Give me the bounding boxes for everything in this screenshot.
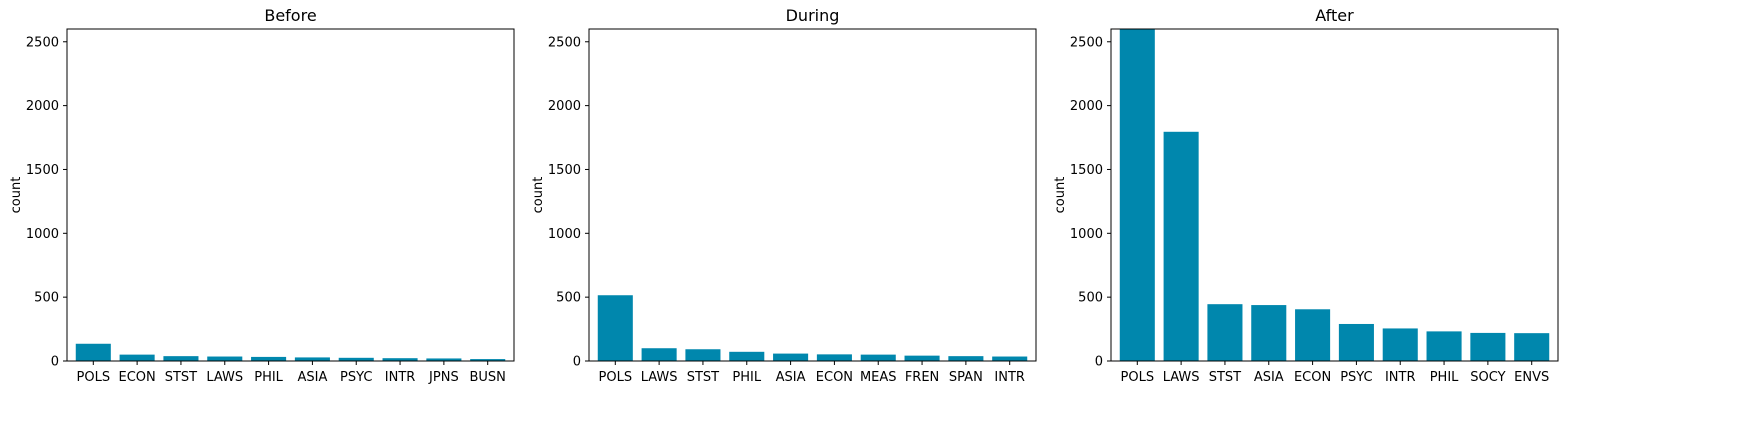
- x-tick-label: ECON: [1294, 370, 1331, 385]
- x-tick-label: INTR: [385, 370, 416, 385]
- x-tick-label: BUSN: [469, 370, 505, 385]
- x-tick-label: SOCY: [1470, 370, 1505, 385]
- y-tick-label: 2000: [1070, 99, 1103, 114]
- bar-stst: [163, 356, 199, 361]
- x-tick-label: POLS: [77, 370, 111, 385]
- y-tick-label: 2000: [548, 99, 581, 114]
- bar-intr: [992, 356, 1028, 361]
- plot-frame: [588, 28, 1037, 362]
- y-tick-label: 1000: [548, 227, 581, 242]
- panel-during: POLS LAWS STST PHIL ASIA ECON MEAS FREN SPAN INTR…: [531, 6, 1037, 385]
- x-tick-label: POLS: [1121, 370, 1155, 385]
- y-tick-label: 500: [34, 291, 59, 306]
- y-tick-label: 0: [1095, 355, 1103, 370]
- bar-jpns: [426, 358, 462, 361]
- x-tick-label: SPAN: [949, 370, 983, 385]
- x-tick-label: LAWS: [641, 370, 678, 385]
- y-axis-label: count: [1053, 177, 1068, 214]
- bars: [597, 295, 1028, 361]
- y-tick-label: 2000: [26, 99, 59, 114]
- x-tick-label: PSYC: [1340, 370, 1372, 385]
- bar-meas: [860, 354, 896, 361]
- panel-before: POLS ECON STST LAWS PHIL ASIA PSYC INTR JPNS BUSN…: [9, 6, 515, 385]
- y-tick-label: 2500: [1070, 35, 1103, 50]
- x-tick-label: INTR: [994, 370, 1025, 385]
- bar-envs: [1514, 333, 1550, 361]
- panel-after: POLS LAWS STST ASIA ECON PSYC INTR PHIL SOCY ENVS…: [1053, 6, 1559, 385]
- x-tick-label: LAWS: [206, 370, 243, 385]
- y-tick-label: 0: [51, 355, 59, 370]
- bar-span: [948, 356, 984, 361]
- bars: [1119, 29, 1550, 361]
- bar-pols: [597, 295, 633, 361]
- bar-fren: [904, 355, 940, 361]
- x-tick-label: ECON: [118, 370, 155, 385]
- bar-stst: [1207, 304, 1243, 361]
- plot-frame: [1110, 28, 1559, 362]
- x-tick-label: PHIL: [254, 370, 283, 385]
- bar-phil: [729, 351, 765, 361]
- y-tick-label: 500: [1078, 291, 1103, 306]
- bar-asia: [294, 357, 330, 361]
- y-tick-label: 0: [573, 355, 581, 370]
- bar-econ: [1295, 309, 1331, 361]
- x-tick-label: INTR: [1385, 370, 1416, 385]
- y-tick-label: 500: [556, 291, 581, 306]
- bar-econ: [119, 354, 155, 361]
- y-tick-label: 1000: [1070, 227, 1103, 242]
- y-axis-label: count: [531, 177, 546, 214]
- chart-title: After: [1315, 6, 1354, 25]
- x-tick-label: ENVS: [1514, 370, 1549, 385]
- x-tick-label: JPNS: [428, 370, 459, 385]
- bar-intr: [382, 358, 418, 361]
- bar-laws: [207, 356, 243, 361]
- x-tick-label: PSYC: [340, 370, 372, 385]
- bar-pols: [75, 343, 111, 361]
- bar-psyc: [1338, 323, 1374, 361]
- bar-psyc: [338, 357, 374, 361]
- x-tick-label: PHIL: [1430, 370, 1459, 385]
- x-tick-label: ASIA: [297, 370, 327, 385]
- plot-frame: [66, 28, 515, 362]
- y-tick-label: 1500: [26, 163, 59, 178]
- x-tick-label: STST: [687, 370, 719, 385]
- bar-busn: [470, 359, 506, 361]
- bar-pols: [1119, 29, 1155, 361]
- bar-asia: [773, 353, 809, 361]
- x-tick-label: MEAS: [860, 370, 897, 385]
- bar-phil: [1426, 331, 1462, 361]
- bar-phil: [251, 356, 287, 361]
- bar-econ: [816, 354, 852, 361]
- x-tick-label: ASIA: [1254, 370, 1284, 385]
- bar-laws: [641, 348, 677, 361]
- x-tick-label: ASIA: [776, 370, 806, 385]
- chart-title: During: [786, 6, 840, 25]
- bar-stst: [685, 349, 721, 361]
- bar-laws: [1163, 131, 1199, 361]
- x-tick-label: STST: [165, 370, 197, 385]
- y-tick-label: 1500: [1070, 163, 1103, 178]
- chart-title: Before: [264, 6, 316, 25]
- x-tick-label: LAWS: [1163, 370, 1200, 385]
- x-tick-label: STST: [1209, 370, 1241, 385]
- bar-intr: [1382, 328, 1418, 361]
- x-tick-label: FREN: [905, 370, 939, 385]
- bar-asia: [1251, 305, 1287, 361]
- y-axis-label: count: [9, 177, 24, 214]
- x-tick-label: POLS: [599, 370, 633, 385]
- y-tick-label: 1000: [26, 227, 59, 242]
- bars: [75, 343, 506, 361]
- bar-socy: [1470, 332, 1506, 361]
- x-tick-label: ECON: [816, 370, 853, 385]
- x-tick-label: PHIL: [732, 370, 761, 385]
- y-tick-label: 1500: [548, 163, 581, 178]
- y-tick-label: 2500: [26, 35, 59, 50]
- y-tick-label: 2500: [548, 35, 581, 50]
